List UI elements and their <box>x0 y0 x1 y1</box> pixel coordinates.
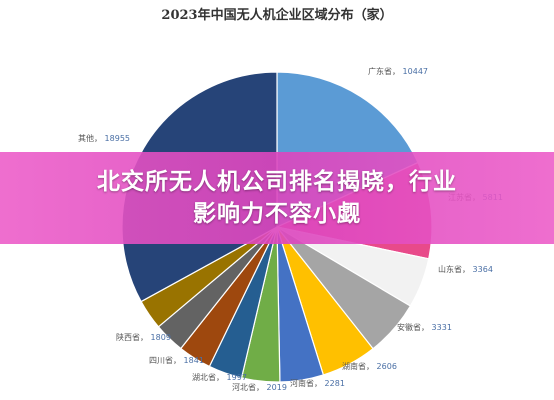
slice-label-山东省: 山东省， 3364 <box>438 264 493 274</box>
headline-banner: 北交所无人机公司排名揭晓，行业 影响力不容小觑 <box>0 152 554 244</box>
slice-label-广东省: 广东省， 10447 <box>368 66 428 76</box>
slice-label-其他: 其他， 18955 <box>78 133 130 143</box>
slice-label-河南省: 河南省， 2281 <box>290 378 345 388</box>
headline-line-2: 影响力不容小觑 <box>193 201 361 227</box>
chart-title: 2023年中国无人机企业区域分布（家） <box>161 8 393 23</box>
headline-line-1: 北交所无人机公司排名揭晓，行业 <box>97 169 457 195</box>
slice-label-安徽省: 安徽省， 3331 <box>397 322 452 332</box>
slice-label-河北省: 河北省， 2019 <box>232 382 287 392</box>
slice-label-湖南省: 湖南省， 2606 <box>342 361 397 371</box>
slice-label-四川省: 四川省， 1841 <box>149 355 204 365</box>
slice-label-湖北省: 湖北省， 1997 <box>192 372 247 382</box>
slice-label-陕西省: 陕西省， 1809 <box>116 332 171 342</box>
